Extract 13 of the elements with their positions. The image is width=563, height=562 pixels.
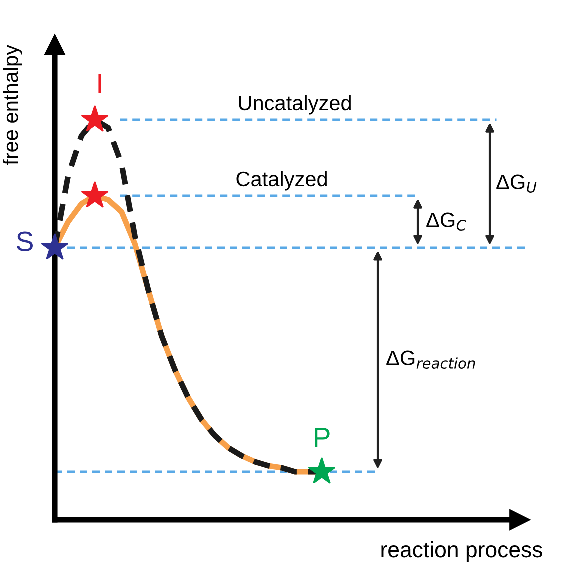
point — [81, 105, 109, 132]
y-axis-title: free enthalpy — [3, 45, 22, 166]
text: I — [98, 74, 102, 94]
x-axis-title: reaction process — [382, 541, 542, 562]
text: ΔG$_{U}$ — [496, 174, 537, 193]
annotation: P — [315, 428, 330, 448]
ref-line-label: Catalyzed — [236, 171, 327, 191]
point — [308, 457, 336, 484]
text: ΔG$_{reaction}$ — [386, 350, 476, 369]
point — [41, 233, 69, 260]
text: S — [17, 232, 33, 252]
text: ΔG$_{C}$ — [426, 212, 466, 231]
ref-line-label: Uncatalyzed — [239, 95, 351, 115]
